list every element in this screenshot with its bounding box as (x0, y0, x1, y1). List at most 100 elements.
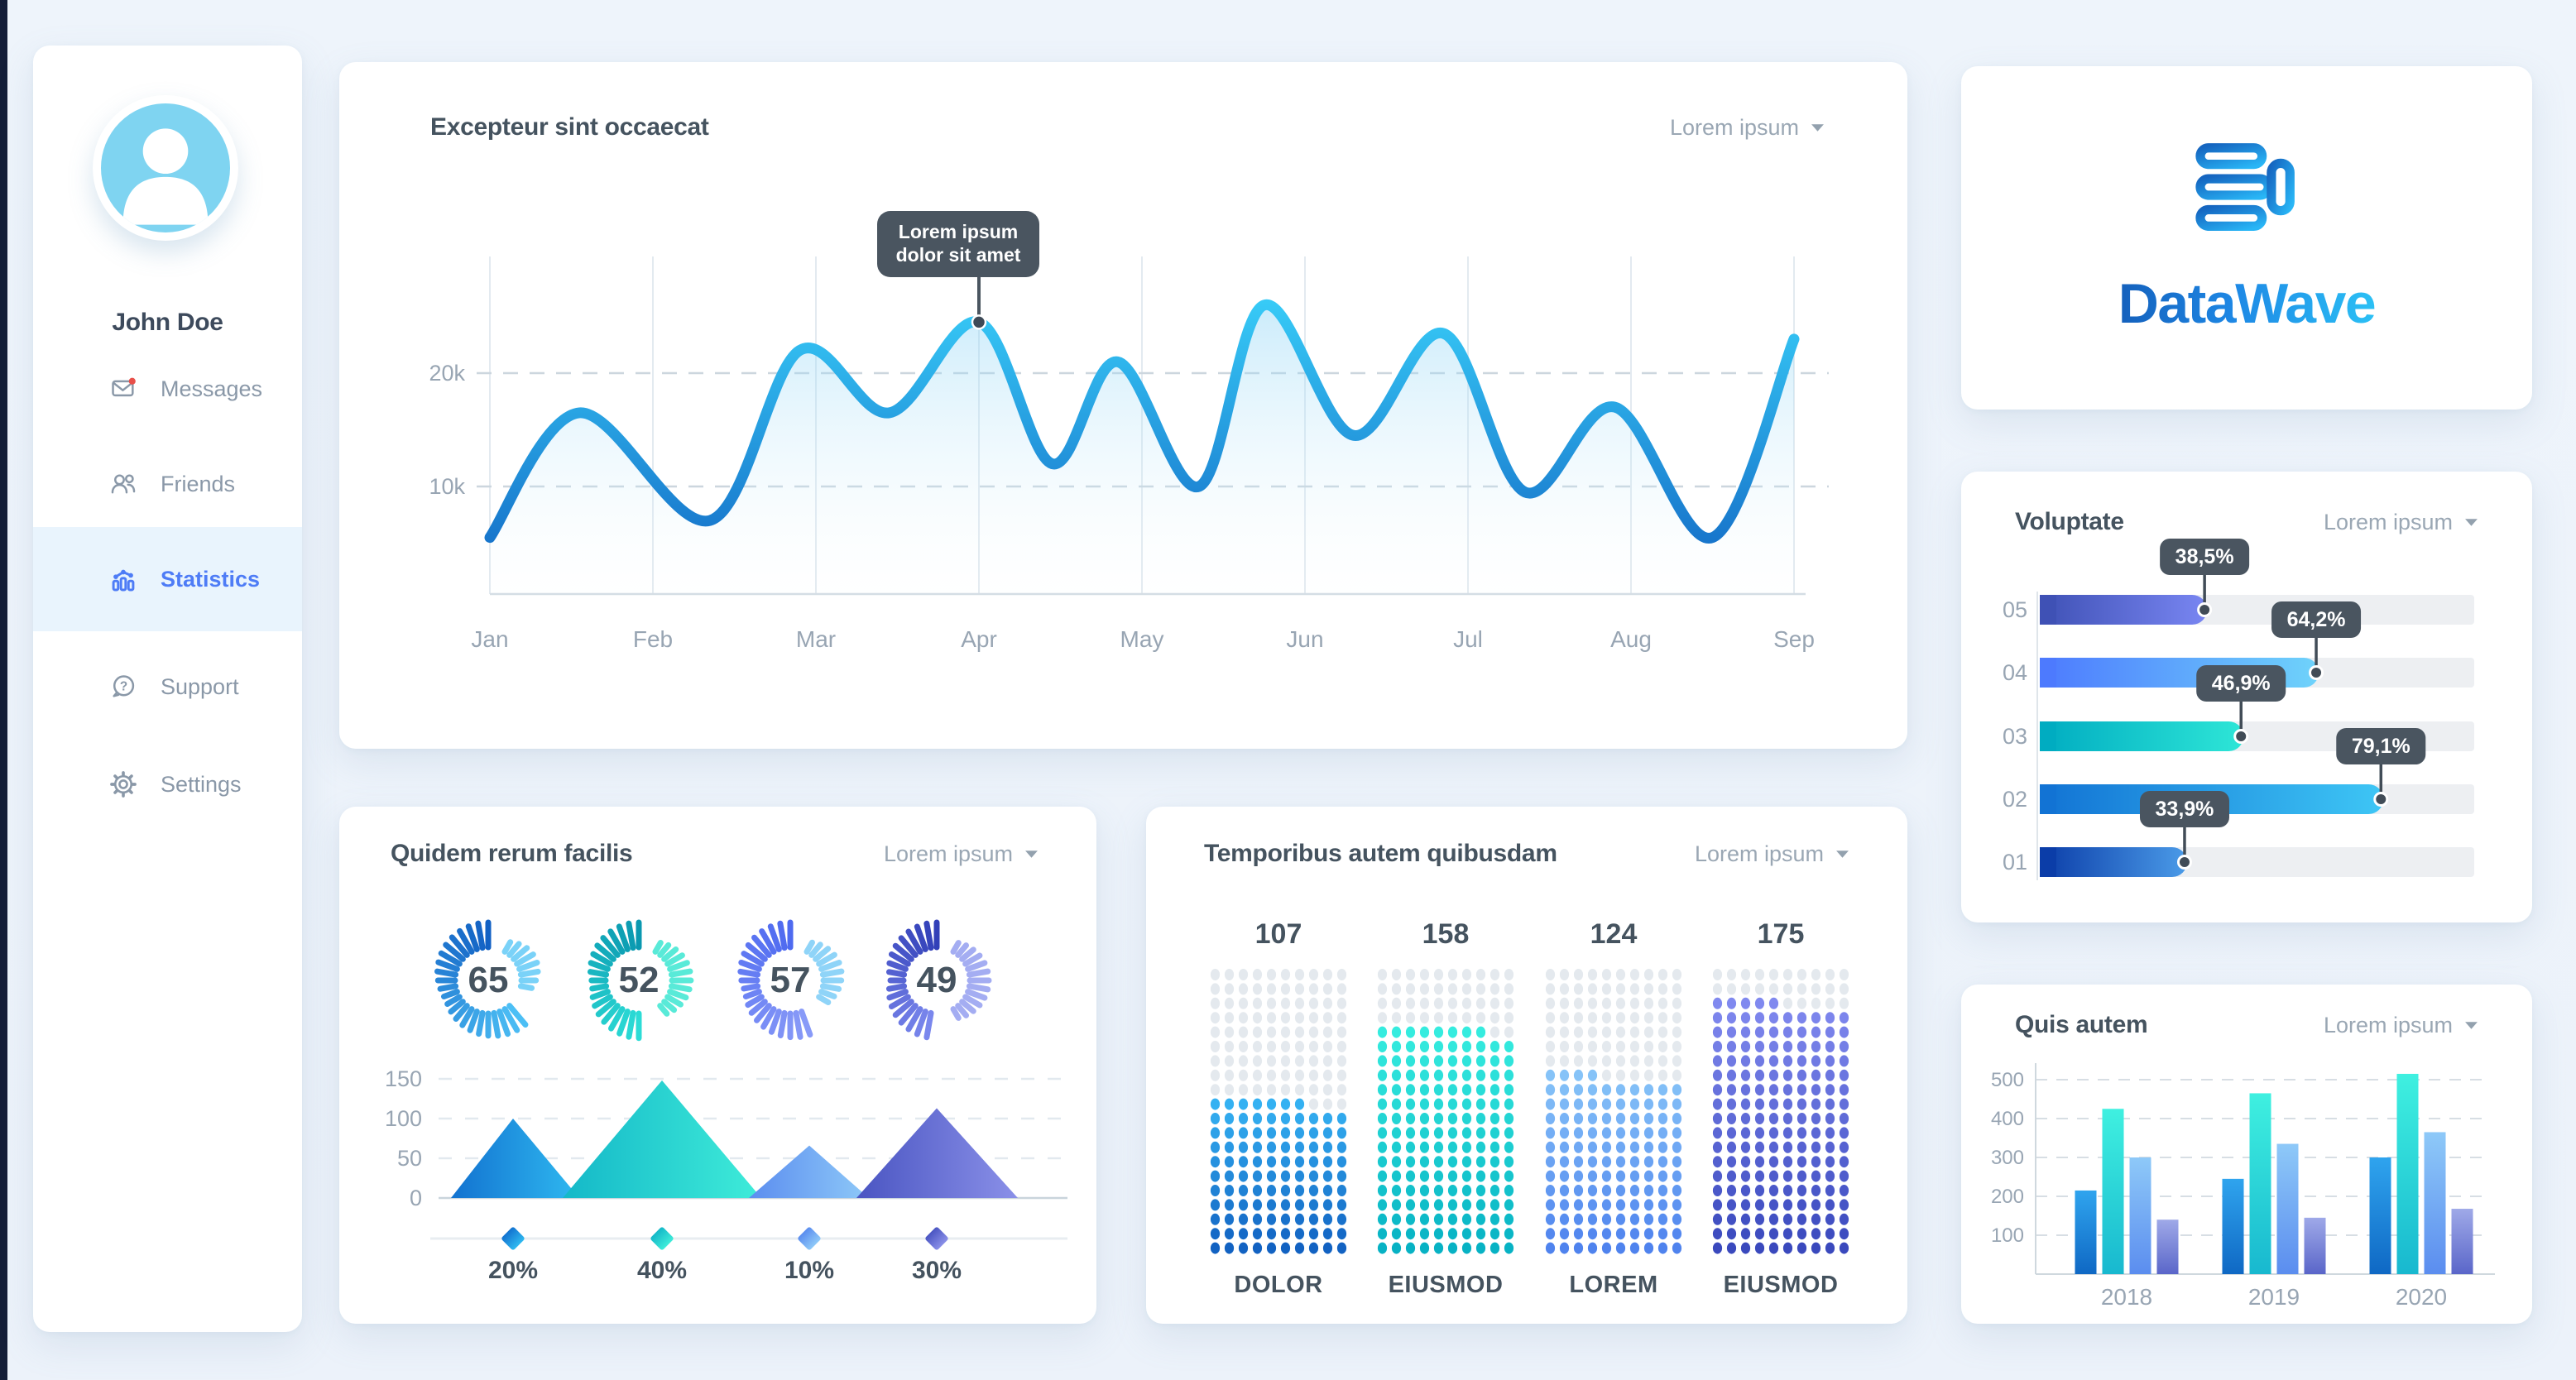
svg-text:10%: 10% (784, 1257, 834, 1284)
dot-column-value: 124 (1590, 918, 1638, 950)
line-area-chart: Jan Feb Mar Apr May Jun Jul Aug Sep 10k 20k Lorem i… (429, 211, 1829, 652)
radial-gauge: 65 (422, 914, 554, 1047)
svg-text:0: 0 (410, 1186, 422, 1210)
dot-column-label: LOREM (1569, 1272, 1658, 1298)
svg-text:05: 05 (2003, 597, 2027, 622)
gauge-value: 65 (468, 960, 509, 1000)
period-dropdown[interactable]: Lorem ipsum (1695, 841, 1849, 867)
unread-badge-dot (128, 377, 136, 385)
envelope-icon (112, 377, 136, 397)
dot-matrix (1210, 969, 1347, 1254)
gauges-card: Quidem rerum facilis Lorem ipsum 65 52 5… (339, 807, 1096, 1324)
svg-text:150: 150 (385, 1066, 422, 1091)
svg-text:Feb: Feb (633, 626, 673, 652)
svg-text:200: 200 (1991, 1186, 2024, 1208)
horizontal-bar-chart: 05 38,5% 04 64,2% 03 46,9% 02 79,1% 01 33,9% (2003, 539, 2474, 880)
svg-text:Jan: Jan (471, 626, 508, 652)
period-dropdown[interactable]: Lorem ipsum (884, 841, 1039, 867)
svg-text:01: 01 (2003, 850, 2027, 874)
svg-text:46,9%: 46,9% (2212, 672, 2271, 695)
svg-text:May: May (1120, 626, 1164, 652)
period-dropdown[interactable]: Lorem ipsum (2324, 1013, 2478, 1038)
chevron-down-icon (1836, 850, 1849, 858)
chevron-down-icon (2465, 1021, 2478, 1029)
sidebar-item-label: Support (161, 673, 239, 699)
svg-text:50: 50 (397, 1146, 422, 1171)
gauge-value: 49 (916, 960, 957, 1000)
sidebar: John Doe Messages Friends (33, 46, 302, 1332)
chevron-down-icon (1025, 850, 1038, 858)
svg-text:500: 500 (1991, 1069, 2024, 1091)
gauge-ticks (737, 919, 845, 1041)
sidebar-item-settings[interactable]: Settings (33, 737, 302, 831)
user-name: John Doe (112, 309, 223, 336)
dot-column-value: 158 (1422, 918, 1470, 950)
radial-gauge: 49 (871, 914, 1003, 1047)
svg-text:100: 100 (1991, 1224, 2024, 1247)
svg-text:02: 02 (2003, 787, 2027, 812)
brand-card: DataWave (1961, 66, 2532, 410)
dot-column: 158 EIUSMOD (1371, 914, 1520, 1299)
card-title: Quidem rerum facilis (391, 840, 633, 867)
person-icon (122, 128, 209, 225)
svg-text:Jun: Jun (1286, 626, 1323, 652)
statistics-icon (112, 569, 135, 592)
window-edge-strip (0, 0, 7, 1380)
dot-column-value: 107 (1254, 918, 1302, 950)
sidebar-item-support[interactable]: ? Support (33, 640, 302, 734)
sidebar-item-messages[interactable]: Messages (33, 342, 302, 436)
dropdown-label: Lorem ipsum (2323, 509, 2453, 534)
card-title: Excepteur sint occaecat (430, 113, 709, 141)
sidebar-item-label: Friends (161, 471, 236, 496)
svg-text:?: ? (120, 680, 127, 694)
dot-column-label: DOLOR (1234, 1272, 1323, 1298)
gauge-value: 57 (770, 960, 811, 1000)
dot-column-value: 175 (1757, 918, 1805, 950)
svg-text:2019: 2019 (2248, 1284, 2300, 1310)
svg-text:64,2%: 64,2% (2287, 608, 2346, 631)
svg-text:Mar: Mar (796, 626, 836, 652)
brand-name: DataWave (2118, 271, 2377, 335)
friends-icon (111, 474, 136, 494)
sidebar-item-statistics[interactable]: Statistics (33, 527, 302, 631)
datawave-logo-icon (2195, 142, 2295, 231)
card-title: Temporibus autem quibusdam (1204, 840, 1557, 867)
dot-column-label: EIUSMOD (1723, 1272, 1839, 1298)
svg-text:03: 03 (2003, 724, 2027, 749)
dot-column: 107 DOLOR (1204, 914, 1353, 1299)
dropdown-label: Lorem ipsum (2323, 1012, 2453, 1037)
sidebar-item-friends[interactable]: Friends (33, 437, 302, 531)
gauge-ticks (885, 919, 992, 1041)
svg-text:33,9%: 33,9% (2156, 798, 2214, 821)
support-icon: ? (113, 675, 135, 697)
dot-matrix (1545, 969, 1682, 1254)
dropdown-label: Lorem ipsum (1669, 114, 1799, 140)
line-chart-card: Excepteur sint occaecat Lorem ipsum Jan F… (339, 62, 1907, 749)
card-title: Voluptate (2015, 508, 2124, 535)
grouped-bar-card: Quis autem Lorem ipsum 100 200 300 400 500 20… (1961, 985, 2532, 1324)
svg-text:79,1%: 79,1% (2352, 735, 2411, 758)
period-dropdown[interactable]: Lorem ipsum (1670, 115, 1825, 141)
dot-matrix (1712, 969, 1849, 1254)
gauge-ticks (587, 919, 694, 1042)
dot-matrix (1377, 969, 1514, 1254)
svg-text:30%: 30% (912, 1257, 962, 1284)
dot-column: 124 LOREM (1539, 914, 1688, 1299)
sidebar-item-label: Statistics (161, 566, 261, 592)
gauge-value: 52 (618, 960, 660, 1000)
dropdown-label: Lorem ipsum (883, 841, 1013, 866)
svg-text:400: 400 (1991, 1108, 2024, 1130)
dot-matrix-card: Temporibus autem quibusdam Lorem ipsum 1… (1146, 807, 1907, 1324)
svg-text:2018: 2018 (2101, 1284, 2152, 1310)
svg-text:40%: 40% (637, 1257, 687, 1284)
avatar (93, 95, 238, 241)
dropdown-label: Lorem ipsum (1694, 841, 1824, 866)
chevron-down-icon (2465, 518, 2478, 526)
svg-text:Lorem ipsum: Lorem ipsum (899, 221, 1018, 242)
svg-text:20%: 20% (488, 1257, 538, 1284)
period-dropdown[interactable]: Lorem ipsum (2324, 510, 2478, 535)
sidebar-item-label: Messages (161, 376, 263, 401)
gear-icon (110, 771, 137, 798)
horizontal-bar-card: Voluptate Lorem ipsum 05 38,5% 04 64,2% 03 46… (1961, 472, 2532, 922)
